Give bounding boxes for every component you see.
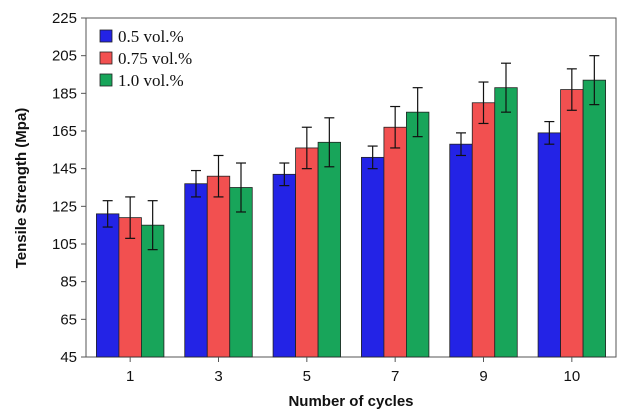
- x-axis-title: Number of cycles: [288, 393, 413, 410]
- x-tick-label: 9: [479, 368, 487, 385]
- x-tick-label: 3: [214, 368, 222, 385]
- error-bars-group: [102, 55, 600, 251]
- y-tick-label: 205: [52, 48, 77, 65]
- legend: 0.5 vol.% 0.75 vol.% 1.0 vol.%: [99, 27, 192, 90]
- legend-swatch: [99, 73, 113, 87]
- bar: [361, 156, 385, 358]
- bar: [537, 132, 561, 358]
- bar: [406, 111, 430, 358]
- bar: [494, 87, 518, 358]
- y-tick-label: 125: [52, 198, 77, 215]
- legend-swatch: [99, 29, 113, 43]
- y-tick-label: 85: [60, 274, 77, 291]
- bar: [560, 89, 584, 358]
- x-tick-label: 5: [303, 368, 311, 385]
- bars-group: [96, 79, 606, 358]
- legend-label: 0.5 vol.%: [118, 27, 184, 46]
- y-tick-label: 105: [52, 236, 77, 253]
- y-tick-label: 65: [60, 311, 77, 328]
- x-axis: 1 3 5 7 9 10: [126, 357, 580, 385]
- legend-swatch: [99, 51, 113, 65]
- plot-frame: [85, 17, 617, 358]
- x-tick-label: 10: [563, 368, 580, 385]
- y-tick-label: 45: [60, 349, 77, 366]
- y-tick-label: 145: [52, 161, 77, 178]
- bar: [206, 175, 231, 358]
- y-tick-label: 225: [52, 10, 77, 27]
- bar: [229, 187, 253, 358]
- bar: [184, 183, 208, 358]
- legend-label: 0.75 vol.%: [118, 49, 192, 68]
- x-tick-label: 7: [391, 368, 399, 385]
- y-tick-label: 185: [52, 85, 77, 102]
- legend-label: 1.0 vol.%: [118, 71, 184, 90]
- y-axis: 45 65 85 105 125 145 165 185 205 225: [52, 10, 86, 366]
- bar: [272, 173, 296, 358]
- bar: [471, 102, 496, 358]
- bar: [96, 213, 120, 358]
- bar: [295, 147, 319, 358]
- y-axis-title: Tensile Strength (Mpa): [13, 108, 30, 269]
- y-tick-label: 165: [52, 123, 77, 140]
- bar: [449, 143, 473, 358]
- bar: [317, 141, 341, 358]
- x-tick-label: 1: [126, 368, 134, 385]
- bar: [383, 126, 407, 358]
- bar: [582, 79, 606, 358]
